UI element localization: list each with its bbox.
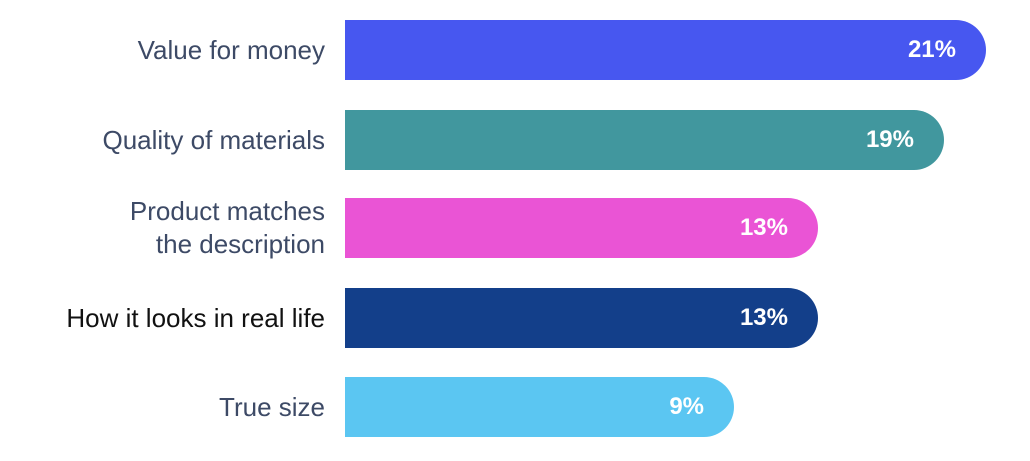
bar: 9% bbox=[345, 377, 734, 437]
category-label: How it looks in real life bbox=[66, 302, 325, 333]
bar: 13% bbox=[345, 288, 818, 348]
category-label: Quality of materials bbox=[102, 124, 325, 155]
bar: 13% bbox=[345, 198, 818, 258]
value-label: 21% bbox=[907, 36, 956, 63]
value-label: 9% bbox=[669, 393, 704, 420]
bar-row: Product matches the description 13% bbox=[0, 196, 1030, 259]
value-label: 13% bbox=[739, 214, 788, 241]
bar-row: Value for money 21% bbox=[0, 20, 1030, 80]
category-label: Value for money bbox=[137, 34, 325, 65]
bar-row: How it looks in real life 13% bbox=[0, 288, 1030, 348]
bar-row: True size 9% bbox=[0, 377, 1030, 437]
value-label: 19% bbox=[865, 126, 914, 153]
value-label: 13% bbox=[739, 304, 788, 331]
category-label: True size bbox=[219, 391, 325, 422]
bar: 19% bbox=[345, 110, 944, 170]
bar: 21% bbox=[345, 20, 986, 80]
bar-row: Quality of materials 19% bbox=[0, 110, 1030, 170]
category-label: Product matches the description bbox=[129, 196, 325, 259]
